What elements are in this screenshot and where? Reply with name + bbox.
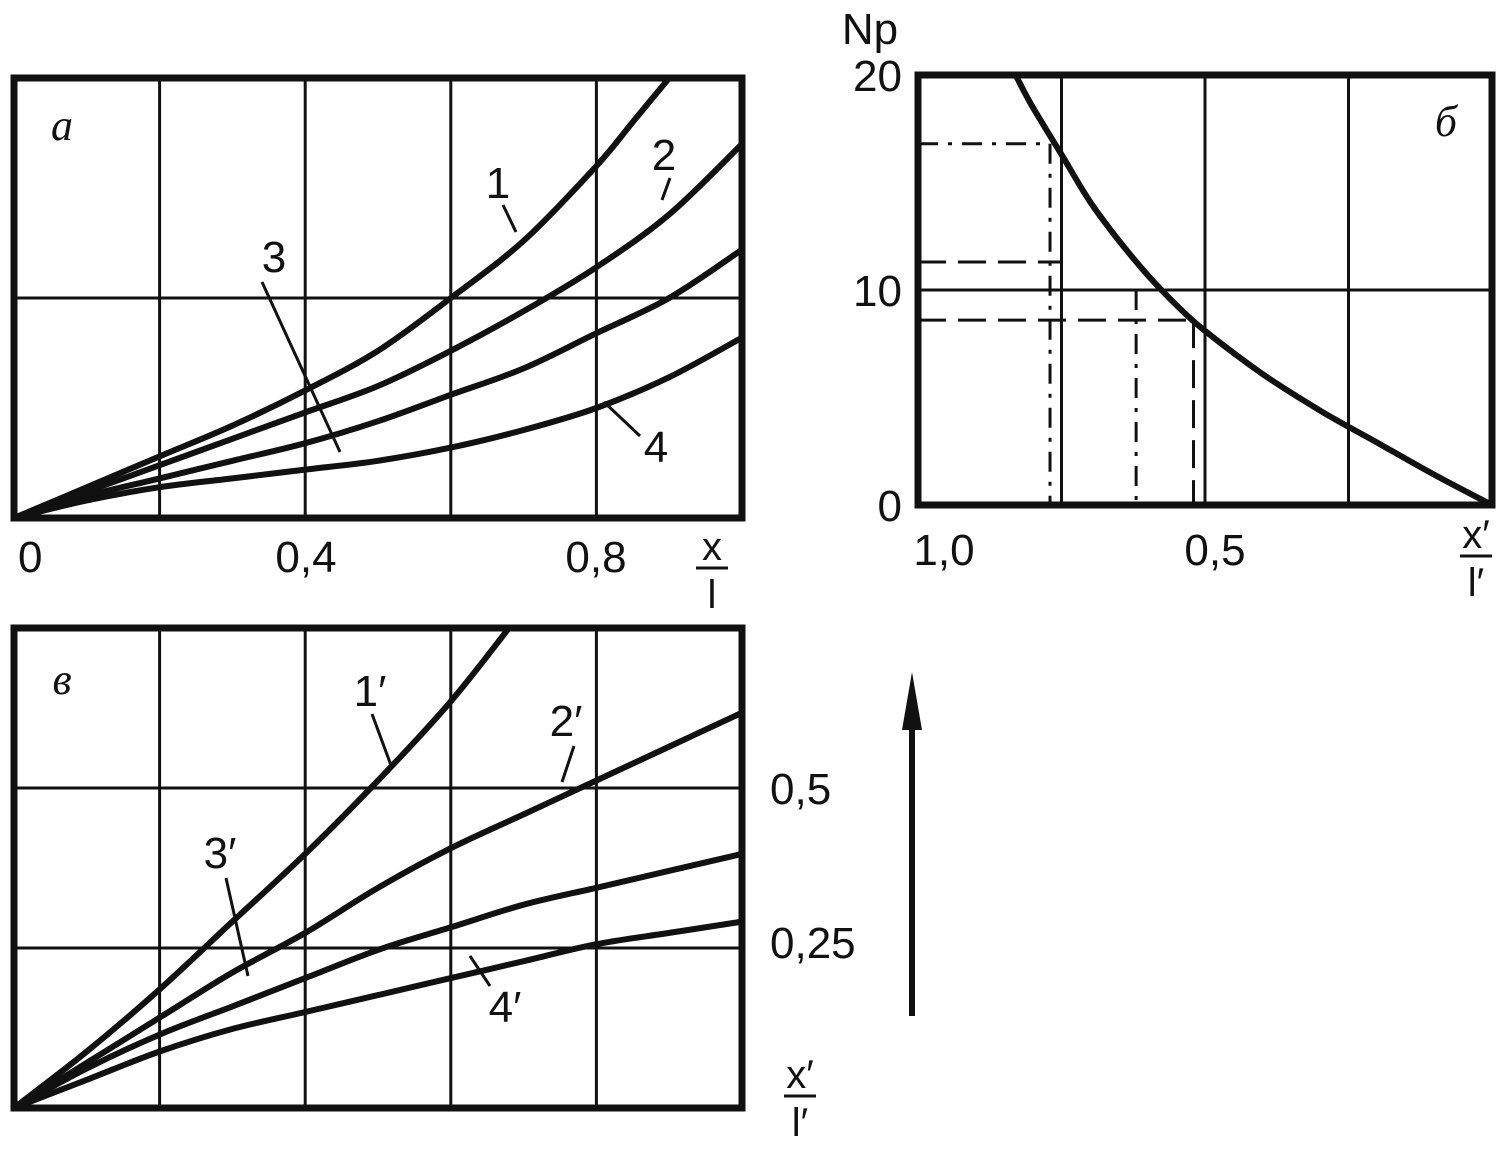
panel-label: а bbox=[51, 101, 73, 150]
series-line-3prime bbox=[11, 850, 745, 1111]
curve-leader-4prime bbox=[468, 955, 492, 987]
y-tick-label: 10 bbox=[853, 267, 902, 316]
curve-leader-1 bbox=[501, 204, 518, 233]
curve-leader-4 bbox=[602, 400, 642, 438]
panel-label: в bbox=[52, 655, 71, 704]
panel-a: а 0 0,4 0,8 xl 1 2 3 4 bbox=[10, 74, 746, 617]
curve-label-4prime: 4′ bbox=[489, 983, 522, 1032]
curve-leader-2 bbox=[660, 177, 672, 201]
series-line-2 bbox=[11, 141, 745, 521]
y-tick-label: 0 bbox=[878, 482, 902, 531]
curve-label-2: 2 bbox=[652, 131, 676, 180]
panel-c: в 0,25 0,5 x′l′ 1′ 2′ 3′ 4′ bbox=[10, 624, 856, 1145]
curve-label-1prime: 1′ bbox=[354, 667, 387, 716]
curve-leader-1prime bbox=[370, 713, 394, 769]
arrow-head bbox=[902, 672, 922, 730]
x-axis-label-denominator: l′ bbox=[1468, 561, 1484, 605]
x-tick-label: 0 bbox=[18, 533, 42, 582]
y-axis-label: Np bbox=[842, 5, 898, 54]
x-axis-label-numerator: x′ bbox=[1462, 513, 1490, 557]
x-tick-label: 0,8 bbox=[565, 533, 626, 582]
x-axis-label-denominator: l bbox=[708, 573, 717, 617]
curve-label-2prime: 2′ bbox=[550, 697, 583, 746]
series-line-1prime bbox=[11, 625, 512, 1111]
series-line-4prime bbox=[11, 918, 745, 1111]
series-line-np bbox=[1012, 72, 1495, 508]
curve-leader-3prime bbox=[224, 877, 250, 977]
x-axis-label-numerator: x bbox=[702, 525, 722, 569]
series-line-1 bbox=[11, 75, 673, 521]
plot-frame bbox=[10, 74, 746, 522]
up-arrow-icon bbox=[902, 672, 922, 1016]
series-line-2prime bbox=[11, 709, 745, 1111]
y-tick-label: 0,5 bbox=[770, 765, 831, 814]
y-tick-label: 0,25 bbox=[770, 919, 856, 968]
x-tick-label: 0,4 bbox=[275, 533, 336, 582]
x-tick-label: 1,0 bbox=[913, 526, 974, 575]
panel-label: б bbox=[1435, 97, 1459, 146]
series-line-3 bbox=[11, 246, 745, 521]
plot-frame bbox=[10, 624, 746, 1112]
curve-label-1: 1 bbox=[486, 159, 510, 208]
x-tick-label: 0,5 bbox=[1184, 526, 1245, 575]
panel-b: б Np 0 10 20 1,0 0,5 x′l′ bbox=[842, 5, 1496, 605]
curve-label-3prime: 3′ bbox=[204, 829, 237, 878]
x-axis-label-denominator: l′ bbox=[792, 1101, 808, 1145]
curve-leader-2prime bbox=[560, 745, 576, 783]
series-line-4 bbox=[11, 334, 745, 521]
x-axis-label-numerator: x′ bbox=[786, 1053, 814, 1097]
y-tick-label: 20 bbox=[853, 52, 902, 101]
curve-label-3: 3 bbox=[262, 233, 286, 282]
curve-leader-3 bbox=[260, 281, 342, 453]
curve-label-4: 4 bbox=[644, 423, 668, 472]
